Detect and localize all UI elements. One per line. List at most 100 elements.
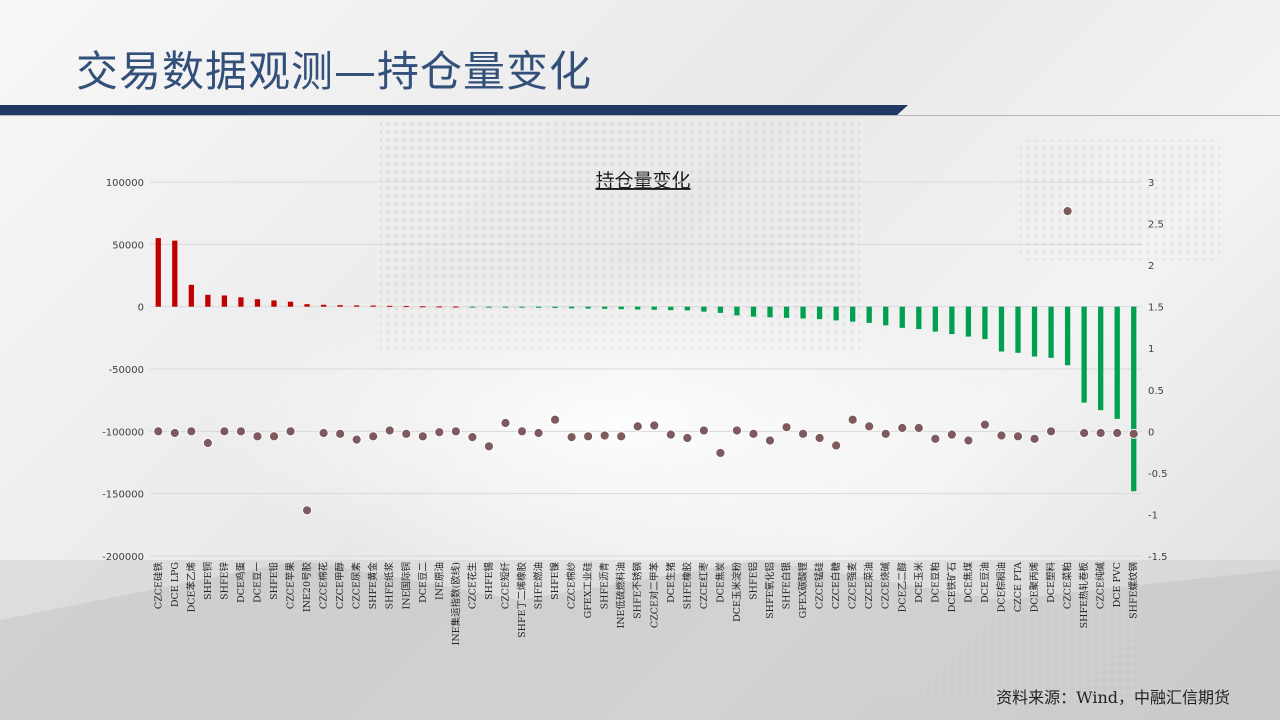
category-label: GFEX碳酸锂: [797, 562, 809, 619]
category-label: CZCE棉花: [318, 562, 330, 610]
dot-point: [368, 431, 379, 442]
category-label: SHFE热轧卷板: [1078, 562, 1090, 629]
bar: [651, 306, 657, 310]
bar: [866, 306, 872, 323]
bar: [188, 284, 194, 307]
category-label: CZCE硅铁: [152, 562, 164, 610]
bar: [816, 306, 823, 320]
category-label: GFEX工业硅: [582, 562, 594, 619]
bar: [370, 305, 376, 307]
category-label: DCE玉米淀粉: [731, 562, 743, 622]
category-label: SHFE铜: [202, 562, 214, 600]
bar: [949, 306, 955, 335]
category-label: CZCE烧碱: [880, 562, 892, 610]
bar: [916, 306, 922, 330]
left-tick-label: 50000: [112, 240, 144, 251]
bar: [833, 306, 839, 321]
category-label: INE集运指数(欧线): [450, 562, 462, 645]
bar: [387, 305, 393, 307]
dot-point: [1062, 205, 1073, 217]
dot-point: [583, 431, 594, 442]
bar: [287, 301, 294, 307]
dot-point: [864, 421, 875, 432]
bar: [1064, 306, 1071, 366]
dot-point: [698, 425, 709, 436]
bar: [767, 306, 773, 318]
dot-point: [1079, 427, 1090, 439]
dot-point: [781, 422, 792, 433]
dot-point: [318, 427, 329, 439]
category-label: SHFE燃油: [533, 562, 545, 609]
dot-point: [632, 421, 643, 432]
dot-point: [467, 432, 478, 443]
bar: [701, 306, 707, 312]
dot-point: [847, 414, 858, 425]
category-label: DCE生猪: [665, 562, 677, 603]
bar: [1114, 306, 1120, 419]
bar: [453, 306, 459, 308]
bar: [982, 306, 988, 340]
bar: [552, 306, 558, 308]
right-tick-label: -1.5: [1148, 552, 1168, 563]
bar: [998, 306, 1005, 352]
category-label: CZCE PTA: [1013, 562, 1024, 612]
category-label: DCE LPG: [170, 562, 181, 607]
dot-point: [417, 431, 428, 442]
category-label: CZCE菜油: [863, 562, 875, 609]
bar: [684, 306, 690, 311]
left-tick-label: -200000: [102, 552, 144, 563]
dot-point: [665, 429, 676, 440]
right-tick-label: 2.5: [1148, 220, 1164, 231]
dot-point: [235, 426, 247, 437]
dot-point: [169, 427, 180, 439]
category-label: DCE焦煤: [962, 562, 974, 603]
bar: [420, 306, 426, 308]
dot-point: [831, 440, 842, 451]
dot-point: [335, 428, 346, 439]
dot-point: [599, 430, 610, 441]
category-label: SHFE锌: [218, 562, 230, 600]
dot-point: [500, 417, 511, 429]
dot-point: [1095, 427, 1106, 439]
dot-point: [880, 428, 891, 439]
category-label: CZCE纯碱: [1095, 562, 1107, 610]
category-label: CZCE对二甲苯: [648, 562, 660, 629]
category-label: DCE鸡蛋: [235, 562, 247, 603]
dot-point: [897, 422, 908, 434]
right-tick-label: 0: [1148, 427, 1154, 438]
dot-point: [731, 425, 743, 436]
bar: [585, 306, 591, 309]
dot-point: [913, 422, 924, 434]
dot-point: [268, 431, 280, 442]
right-y-axis: -1.5 -1 -0.5 0 0.5 1 1.5 2 2.5 3: [1148, 178, 1168, 563]
category-label: DCE焦炭: [714, 562, 726, 603]
dot-point: [301, 505, 313, 516]
category-label: DCE豆粕: [929, 562, 941, 603]
dot-point: [1128, 428, 1139, 439]
bar: [883, 306, 889, 326]
bar: [899, 306, 905, 328]
dot-point: [566, 432, 577, 443]
category-label: CZCE强麦: [847, 562, 859, 610]
grid-lines: [150, 181, 1142, 557]
dot-point: [483, 441, 495, 452]
category-label: CZCE短纤: [499, 562, 511, 610]
bar: [717, 306, 724, 313]
category-label: DCE PVC: [1112, 562, 1123, 607]
title-divider-line: [0, 115, 1280, 116]
bar: [238, 297, 244, 307]
right-tick-label: 1.5: [1148, 303, 1164, 314]
dot-point: [946, 429, 957, 440]
dot-point: [434, 427, 445, 438]
right-tick-label: 2: [1148, 261, 1154, 272]
dot-point: [930, 433, 941, 444]
category-label: SHFE螺纹钢: [1128, 562, 1140, 619]
bar: [1098, 306, 1104, 411]
category-label: CZCE甲醇: [334, 562, 346, 610]
left-tick-label: -150000: [102, 490, 144, 501]
dot-point: [1012, 431, 1024, 442]
dot-point: [616, 431, 627, 442]
category-label: DCE聚丙烯: [1029, 562, 1041, 613]
dot-point: [252, 431, 263, 442]
category-label: SHFE锡: [483, 562, 495, 600]
